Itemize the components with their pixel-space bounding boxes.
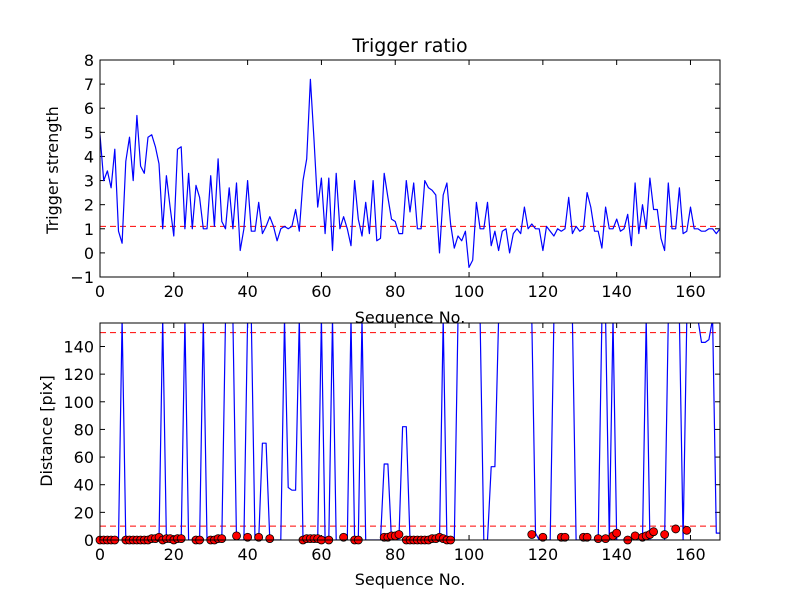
- top-y-tick-label: 8: [84, 51, 94, 70]
- top-chart-title: Trigger ratio: [351, 35, 467, 57]
- top-x-tick-label: 140: [601, 282, 632, 301]
- bottom-data-marker: [339, 532, 348, 542]
- bottom-data-layer: [95, 323, 720, 545]
- bottom-data-marker: [630, 531, 640, 541]
- bottom-data-marker: [601, 534, 610, 544]
- top-x-tick-label: 20: [164, 282, 184, 301]
- top-plot-area: [100, 60, 720, 277]
- top-y-tick-label: 0: [84, 244, 94, 263]
- bottom-data-marker: [538, 532, 548, 542]
- top-y-tick-label: 2: [84, 196, 94, 215]
- bottom-series-line: [100, 323, 720, 540]
- top-series-group: [100, 78, 720, 268]
- top-y-tick-label: 5: [84, 123, 94, 142]
- bottom-axis-ticks: 0 20 40 60 80 100 120 140 160 0 20 40 60 80 100 120 140: [63, 323, 720, 564]
- top-x-tick-label: 100: [454, 282, 485, 301]
- bottom-y-axis-label: Distance [pix]: [37, 375, 56, 487]
- top-x-tick-label: 60: [311, 282, 331, 301]
- bottom-data-marker: [682, 525, 692, 535]
- bottom-data-marker: [243, 532, 253, 542]
- top-x-tick-label: 120: [528, 282, 559, 301]
- bottom-data-marker: [217, 534, 227, 544]
- bottom-data-marker: [394, 530, 404, 539]
- top-x-axis-label: Sequence No.: [355, 308, 466, 327]
- top-data-layer: [100, 78, 720, 268]
- bottom-x-tick-label: 20: [164, 545, 184, 564]
- top-series-line: [100, 78, 720, 268]
- bottom-data-marker: [593, 534, 603, 544]
- bottom-data-marker: [527, 530, 537, 539]
- bottom-data-marker: [582, 532, 592, 542]
- top-plot-frame: [99, 59, 721, 278]
- bottom-plot-area: [100, 323, 720, 540]
- bottom-data-marker: [265, 534, 275, 544]
- bottom-series-group: [100, 323, 720, 540]
- bottom-x-tick-label: 60: [311, 545, 331, 564]
- top-y-tick-label: 6: [84, 99, 94, 118]
- bottom-data-marker: [660, 530, 670, 539]
- bottom-data-marker: [612, 528, 622, 538]
- bottom-y-tick-label: 60: [74, 448, 94, 467]
- bottom-x-tick-label: 40: [237, 545, 257, 564]
- bottom-y-tick-label: 20: [74, 503, 94, 522]
- top-x-tick-label: 0: [95, 282, 105, 301]
- bottom-data-marker: [649, 527, 658, 537]
- bottom-data-marker: [671, 524, 681, 534]
- bottom-plot-frame: [99, 322, 721, 541]
- top-y-axis-label: Trigger strength: [43, 106, 62, 235]
- bottom-x-tick-label: 140: [601, 545, 632, 564]
- bottom-data-marker: [254, 532, 264, 542]
- bottom-y-tick-label: 140: [63, 337, 94, 356]
- bottom-x-tick-label: 120: [528, 545, 559, 564]
- bottom-y-tick-label: 80: [74, 420, 94, 439]
- top-x-tick-label: 40: [237, 282, 257, 301]
- bottom-x-tick-label: 160: [675, 545, 706, 564]
- top-x-tick-label: 160: [675, 282, 706, 301]
- bottom-y-tick-label: 0: [84, 531, 94, 550]
- top-y-tick-label: 4: [84, 147, 94, 166]
- top-x-tick-label: 80: [385, 282, 405, 301]
- bottom-x-tick-label: 100: [454, 545, 485, 564]
- bottom-x-tick-label: 0: [95, 545, 105, 564]
- top-y-tick-label: −1: [70, 268, 94, 287]
- bottom-data-marker: [560, 532, 570, 542]
- bottom-y-tick-label: 40: [74, 476, 94, 495]
- trigger-ratio-subplot: Trigger ratio Trigger strength Sequence …: [43, 35, 721, 327]
- top-y-tick-label: 1: [84, 220, 94, 239]
- top-y-tick-label: 7: [84, 75, 94, 94]
- bottom-y-tick-label: 120: [63, 365, 94, 384]
- distance-subplot: Distance [pix] Sequence No. 0 20 40 60 80 100…: [37, 322, 721, 589]
- bottom-x-axis-label: Sequence No.: [355, 570, 466, 589]
- bottom-data-marker: [232, 531, 241, 541]
- bottom-y-tick-label: 100: [63, 393, 94, 412]
- bottom-x-tick-label: 80: [385, 545, 405, 564]
- bottom-data-marker: [176, 534, 186, 544]
- top-y-tick-label: 3: [84, 172, 94, 191]
